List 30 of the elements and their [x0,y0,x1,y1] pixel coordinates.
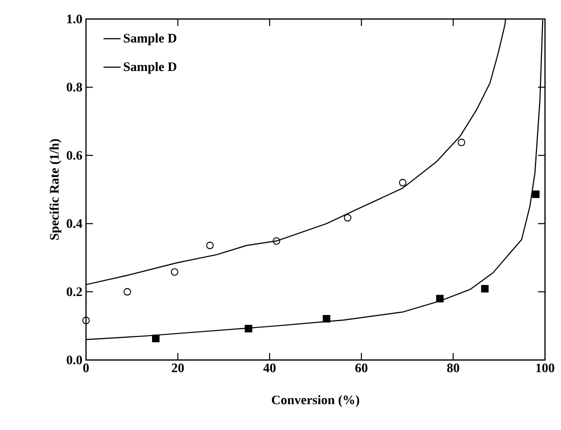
point [458,138,466,146]
x-axis-title: Conversion (%) [272,395,360,407]
point [170,268,178,276]
legend-label: Sample D [124,62,176,74]
point [344,214,352,222]
y-tick-label: 1.0 [67,14,82,24]
x-tick-label: 0 [83,364,89,372]
point [206,242,214,250]
point [124,288,132,296]
y-tick-label: 0.6 [66,150,82,160]
point [436,294,444,302]
x-tick-label: 20 [172,364,184,372]
x-tick-label: 40 [263,364,276,372]
point [398,178,406,186]
x-tick-label: 60 [355,364,368,372]
point [82,316,90,324]
y-tick-label: 0.4 [66,219,82,228]
x-tick-label: 100 [536,364,554,372]
y-tick-label: 0.2 [66,287,82,296]
y-axis-title: Specific Rate (1/h) [49,139,62,240]
point [244,324,252,332]
legend-label: Sample D [124,33,176,46]
y-tick-label: 0.8 [66,82,82,92]
point [272,237,280,245]
point [322,314,330,322]
point [481,284,489,292]
y-tick-label: 0.0 [66,356,82,364]
point [532,190,540,198]
point [152,334,160,342]
x-tick-label: 80 [447,364,460,372]
